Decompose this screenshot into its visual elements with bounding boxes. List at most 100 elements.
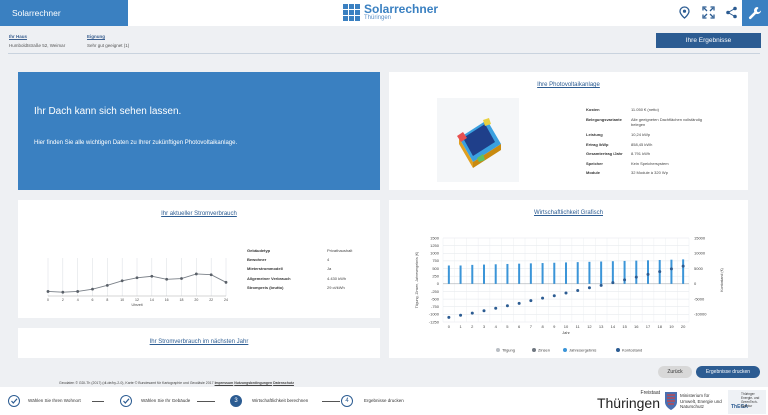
next-year-title[interactable]: Ihr Stromverbrauch im nächsten Jahr xyxy=(149,339,249,345)
pv-key: Kosten xyxy=(586,107,600,112)
x-tick-label: 3 xyxy=(483,324,486,329)
step-3-number[interactable]: 3 xyxy=(230,395,242,407)
x-tick-label: 7 xyxy=(530,324,533,329)
pv-value: 10,24 kWp xyxy=(631,131,651,137)
bar-jahresergebnis xyxy=(623,260,626,284)
x-tick-label: 9 xyxy=(553,324,556,329)
data-point xyxy=(46,290,50,293)
y-left-tick-label: 250 xyxy=(432,273,439,278)
bar-jahresergebnis xyxy=(588,261,591,284)
data-point xyxy=(224,280,228,284)
point-kontostand xyxy=(529,299,533,303)
x-tick-label: 20 xyxy=(681,324,686,329)
economy-chart: 1500125010007505002500-250-500-750-1000-… xyxy=(415,235,724,353)
step-2-label[interactable]: Wählen Sie Ihr Gebäude xyxy=(141,398,191,403)
point-kontostand xyxy=(470,311,474,315)
pv-title[interactable]: Ihre Photovoltaikanlage xyxy=(537,82,600,88)
fullscreen-icon[interactable] xyxy=(702,6,715,19)
step-4-label[interactable]: Ergebnisse drucken xyxy=(364,398,404,403)
pv-value: Alle geeigneten Dachflächen vollständig … xyxy=(631,116,702,127)
roof-3d-view[interactable] xyxy=(437,98,519,182)
back-button[interactable]: Zurück xyxy=(658,366,692,378)
x-tick-label: 10 xyxy=(564,324,569,329)
terms-link[interactable]: Nutzungsbedingungen xyxy=(234,381,273,385)
results-button[interactable]: Ihre Ergebnisse xyxy=(656,33,761,48)
y-left-tick-label: 1500 xyxy=(430,235,440,240)
x-tick-label: 18 xyxy=(657,324,662,329)
x-axis-label: Jahr xyxy=(562,330,570,335)
y-left-tick-label: 1250 xyxy=(430,243,440,248)
step-4-number[interactable]: 4 xyxy=(341,395,353,407)
point-kontostand xyxy=(587,286,591,290)
data-point xyxy=(61,290,65,294)
data-point xyxy=(120,279,124,283)
legend-label: Zinsen xyxy=(538,348,550,353)
house-label[interactable]: Ihr Haus xyxy=(9,34,28,39)
app-header: Solarrechner Solarrechner Thüringen xyxy=(0,0,768,26)
pv-key: Speicher xyxy=(586,160,603,166)
impressum-link[interactable]: Impressum xyxy=(214,381,234,385)
bar-jahresergebnis xyxy=(682,259,685,284)
x-tick-label: 14 xyxy=(150,298,154,302)
step-3-label[interactable]: Wirtschaftlichkeit berechnen xyxy=(252,398,309,403)
ministry-label: Ministerium für Umwelt, Energie und Natu… xyxy=(680,393,722,409)
point-kontostand xyxy=(658,270,662,274)
data-point xyxy=(76,290,80,293)
bar-jahresergebnis xyxy=(635,260,638,284)
x-tick-label: 1 xyxy=(459,324,462,329)
legend-label: Tilgung xyxy=(502,348,515,353)
economy-card: Wirtschaftlichkeit Grafisch 1500 1250 1000… xyxy=(389,200,748,358)
x-tick-label: 16 xyxy=(165,298,169,302)
point-kontostand xyxy=(634,275,638,279)
point-kontostand xyxy=(623,278,627,282)
consumption-title[interactable]: Ihr aktueller Stromverbrauch xyxy=(161,211,237,217)
data-point xyxy=(165,277,169,281)
y-right-tick-label: 10000 xyxy=(694,251,706,256)
share-icon[interactable] xyxy=(725,6,738,19)
bar-jahresergebnis xyxy=(670,259,673,284)
x-tick-label: 2 xyxy=(471,324,474,329)
consumption-key: Allgemeiner Verbrauch xyxy=(247,275,291,281)
logo: Solarrechner Thüringen xyxy=(343,3,438,22)
x-tick-label: 19 xyxy=(669,324,674,329)
step-1-label[interactable]: Wählen Sie Ihren Wohnort xyxy=(28,398,81,403)
legend-marker xyxy=(563,348,567,352)
consumption-card: Ihr aktueller Stromverbrauch 0 2 4 6 8 10 12 14… xyxy=(18,200,380,318)
print-results-button[interactable]: Ergebnisse drucken xyxy=(696,366,760,378)
data-point xyxy=(150,274,154,278)
app-title: Solarrechner xyxy=(0,0,128,26)
x-tick-label: 6 xyxy=(92,298,94,302)
wrench-icon xyxy=(748,7,761,20)
x-tick-label: 13 xyxy=(599,324,604,329)
economy-title[interactable]: Wirtschaftlichkeit Grafisch xyxy=(533,210,603,216)
point-kontostand xyxy=(669,267,673,271)
point-kontostand xyxy=(576,289,580,293)
consumption-value: Ja xyxy=(327,266,332,272)
point-kontostand xyxy=(611,281,615,285)
x-tick-label: 6 xyxy=(518,324,521,329)
location-pin-icon[interactable] xyxy=(678,6,691,19)
suitability-label[interactable]: Eignung xyxy=(87,34,105,39)
y-left-tick-label: 750 xyxy=(432,258,439,263)
bar-jahresergebnis xyxy=(600,261,603,284)
point-kontostand xyxy=(459,313,463,317)
point-kontostand xyxy=(494,306,498,310)
privacy-link[interactable]: Datenschutz xyxy=(273,381,294,385)
step-2-done-icon[interactable] xyxy=(120,395,132,407)
bar-jahresergebnis xyxy=(471,264,474,284)
legend-marker xyxy=(496,348,500,352)
settings-button[interactable] xyxy=(742,0,768,26)
consumption-key: Strompreis (brutto) xyxy=(247,284,284,290)
x-tick-label: 5 xyxy=(506,324,509,329)
x-tick-label: 22 xyxy=(209,298,213,302)
step-1-done-icon[interactable] xyxy=(8,395,20,407)
point-kontostand xyxy=(564,291,568,295)
y-right-tick-label: 15000 xyxy=(694,235,706,240)
bar-jahresergebnis xyxy=(518,263,521,284)
bar-jahresergebnis xyxy=(494,264,497,284)
hero-text: Hier finden Sie alle wichtigen Daten zu … xyxy=(34,140,238,146)
pv-value: Kein Speichersystem xyxy=(631,160,669,166)
bar-jahresergebnis xyxy=(553,262,556,284)
x-tick-label: 11 xyxy=(576,324,581,329)
